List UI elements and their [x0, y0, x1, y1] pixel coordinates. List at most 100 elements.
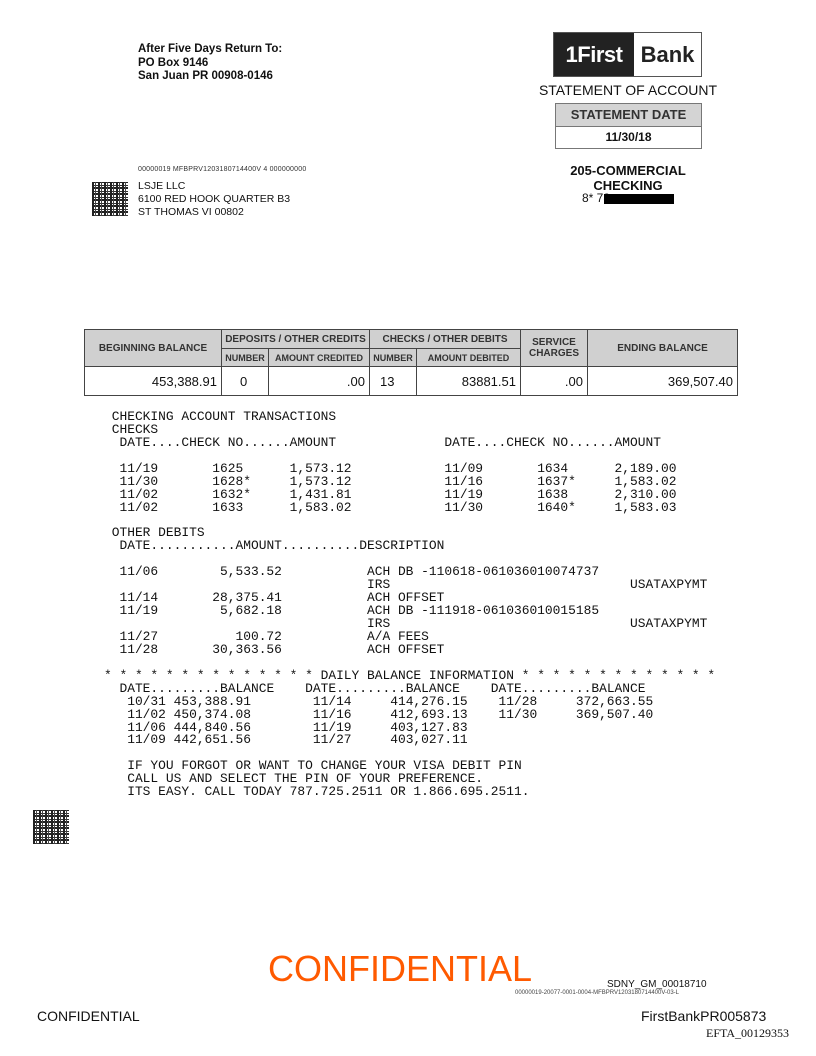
text-field: 372,663.55	[575, 693, 654, 709]
customer-address-line: 6100 RED HOOK QUARTER B3	[138, 193, 291, 205]
text-field: DATE.........BALANCE	[305, 680, 460, 696]
text-field: 1638	[537, 486, 569, 502]
text-field: 100.72	[235, 628, 282, 644]
text-field: A/A FEES	[367, 628, 429, 644]
text-field: 1,573.12	[289, 473, 352, 489]
sdny-bates: SDNY_GM_00018710	[607, 979, 707, 990]
text-field: ACH DB -111918-061036010015185	[367, 603, 600, 619]
account-number-text: 8* 73	[582, 191, 611, 205]
text-field: 11/16	[444, 473, 484, 489]
text-field: 28,375.41	[212, 590, 282, 606]
text-field: 1,583.03	[614, 499, 677, 515]
text-field: 1640*	[537, 499, 576, 515]
return-address: After Five Days Return To: PO Box 9146 S…	[138, 43, 282, 84]
text-field: ITS EASY. CALL TODAY 787.725.2511 OR 1.8…	[127, 784, 530, 800]
document-code: 00000019-20077-0001-0004-MFBPRV120318071…	[515, 990, 680, 996]
text-field: 1632*	[212, 486, 251, 502]
header-amount-debited: AMOUNT DEBITED	[416, 348, 521, 367]
text-field: DATE.........BALANCE	[490, 680, 646, 696]
text-field: IRS	[367, 577, 391, 593]
text-field: USATAXPYMT	[630, 616, 708, 631]
text-field: 11/02	[119, 499, 159, 515]
text-field: IF YOU FORGOT OR WANT TO CHANGE YOUR VIS…	[127, 758, 522, 774]
customer-address-line: ST THOMAS VI 00802	[138, 206, 244, 218]
text-field: 11/30	[119, 473, 159, 489]
text-field: CALL US AND SELECT THE PIN OF YOUR PREFE…	[127, 771, 484, 787]
header-checks: CHECKS / OTHER DEBITS	[369, 329, 521, 349]
account-number: 8* 73	[582, 191, 675, 205]
text-field: 403,127.83	[390, 719, 468, 735]
text-field: 11/27	[119, 628, 159, 644]
return-address-line: San Juan PR 00908-0146	[138, 70, 273, 82]
text-field: 453,388.91	[173, 693, 251, 709]
text-field: 412,693.13	[390, 706, 468, 722]
firstbank-logo: 1First Bank	[553, 32, 702, 77]
statement-date-label: STATEMENT DATE	[556, 104, 701, 127]
header-amount-credited: AMOUNT CREDITED	[268, 348, 370, 367]
text-field: ACH DB -110618-061036010074737	[367, 564, 600, 580]
text-field: ACH OFFSET	[367, 641, 445, 657]
return-address-line: PO Box 9146	[138, 56, 209, 69]
text-field: 1,573.12	[289, 460, 352, 476]
text-field: DATE....CHECK NO......AMOUNT	[119, 434, 337, 450]
text-field: 30,363.56	[212, 641, 282, 657]
barcode-icon	[33, 810, 69, 844]
text-field: 11/28	[498, 693, 538, 709]
text-field: DATE...........AMOUNT..........DESCRIPTI…	[119, 538, 445, 554]
statement-date-box: STATEMENT DATE 11/30/18	[555, 103, 702, 149]
customer-address: LSJE LLC 6100 RED HOOK QUARTER B3 ST THO…	[138, 180, 290, 219]
text-field: USATAXPYMT	[630, 577, 708, 593]
text-field: 11/02	[127, 706, 166, 722]
service-charges: .00	[520, 366, 588, 396]
statement-title: STATEMENT OF ACCOUNT	[538, 82, 718, 98]
ending-balance: 369,507.40	[587, 366, 738, 396]
header-deposits: DEPOSITS / OTHER CREDITS	[221, 329, 370, 349]
text-field: 1628*	[212, 473, 251, 489]
header-beginning-balance: BEGINNING BALANCE	[84, 329, 222, 367]
text-field: 11/14	[119, 590, 159, 606]
statement-date-value: 11/30/18	[605, 130, 652, 144]
text-field: 11/28	[119, 641, 159, 657]
text-field: 1633	[212, 499, 244, 515]
text-field: DATE.........BALANCE	[119, 680, 275, 696]
text-field: 444,840.56	[173, 719, 251, 735]
deposit-count: 0	[221, 366, 269, 396]
text-field: 11/19	[312, 719, 352, 735]
check-count: 13	[369, 366, 417, 396]
header-service-charges: SERVICE CHARGES	[520, 329, 588, 367]
text-field: 1,583.02	[614, 473, 677, 489]
text-field: 11/16	[312, 706, 352, 722]
text-field: 11/30	[444, 499, 484, 515]
text-field: 11/14	[312, 693, 352, 709]
text-field: ACH OFFSET	[367, 590, 445, 606]
text-field: OTHER DEBITS	[111, 525, 205, 541]
header-deposit-number: NUMBER	[221, 348, 269, 367]
text-field: 11/09	[444, 460, 484, 476]
logo-part-1: 1First	[554, 33, 634, 76]
efta-number: EFTA_00129353	[706, 1026, 790, 1040]
text-field: 11/06	[119, 564, 159, 580]
confidential-stamp: CONFIDENTIAL	[268, 948, 533, 989]
text-field: * * * * * * * * * * * * * * DAILY BALANC…	[104, 667, 716, 683]
text-field: 5,682.18	[220, 603, 282, 619]
text-field: 11/19	[119, 603, 159, 619]
text-field: 11/19	[119, 460, 159, 476]
text-field: 10/31	[127, 693, 166, 709]
mail-code: 00000019 MFBPRV1203180714400V 4 00000000…	[138, 166, 307, 173]
account-summary-table: BEGINNING BALANCE DEPOSITS / OTHER CREDI…	[84, 329, 738, 396]
text-field: 369,507.40	[575, 706, 654, 722]
amount-credited: .00	[268, 366, 370, 396]
text-field: 1637*	[537, 473, 576, 489]
text-field: 11/19	[444, 486, 484, 502]
text-field: 1,583.02	[289, 499, 352, 515]
confidential-label: CONFIDENTIAL	[37, 1008, 140, 1024]
text-field: 1,431.81	[289, 486, 352, 502]
text-field: 1625	[212, 460, 244, 476]
header-check-number: NUMBER	[369, 348, 417, 367]
text-field: 2,310.00	[614, 486, 677, 502]
return-address-line: After Five Days Return To:	[138, 43, 283, 55]
text-field: 450,374.08	[173, 706, 251, 722]
header-ending-balance: ENDING BALANCE	[587, 329, 738, 367]
text-field: IRS	[367, 616, 391, 631]
text-field: 2,189.00	[614, 460, 677, 476]
